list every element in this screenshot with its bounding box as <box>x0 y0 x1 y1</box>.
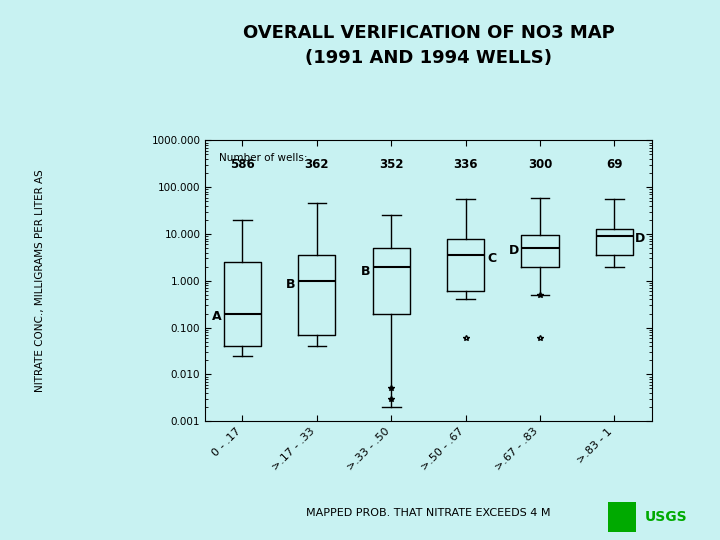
Text: D: D <box>509 244 519 256</box>
Text: 362: 362 <box>305 158 329 171</box>
Text: USGS: USGS <box>644 510 687 524</box>
Text: (1991 AND 1994 WELLS): (1991 AND 1994 WELLS) <box>305 49 552 66</box>
Text: NITRATE CONC., MILLIGRAMS PER LITER AS: NITRATE CONC., MILLIGRAMS PER LITER AS <box>35 170 45 392</box>
Text: Number of wells:: Number of wells: <box>219 153 307 163</box>
Text: B: B <box>361 265 370 278</box>
Text: 300: 300 <box>528 158 552 171</box>
Text: B: B <box>286 278 295 291</box>
Text: C: C <box>487 252 496 265</box>
Text: 69: 69 <box>606 158 623 171</box>
Text: MAPPED PROB. THAT NITRATE EXCEEDS 4 M: MAPPED PROB. THAT NITRATE EXCEEDS 4 M <box>306 508 551 518</box>
Text: 336: 336 <box>454 158 478 171</box>
Text: D: D <box>635 232 646 245</box>
Text: A: A <box>212 310 221 323</box>
Text: 352: 352 <box>379 158 403 171</box>
Text: OVERALL VERIFICATION OF NO3 MAP: OVERALL VERIFICATION OF NO3 MAP <box>243 24 614 42</box>
Text: 586: 586 <box>230 158 255 171</box>
